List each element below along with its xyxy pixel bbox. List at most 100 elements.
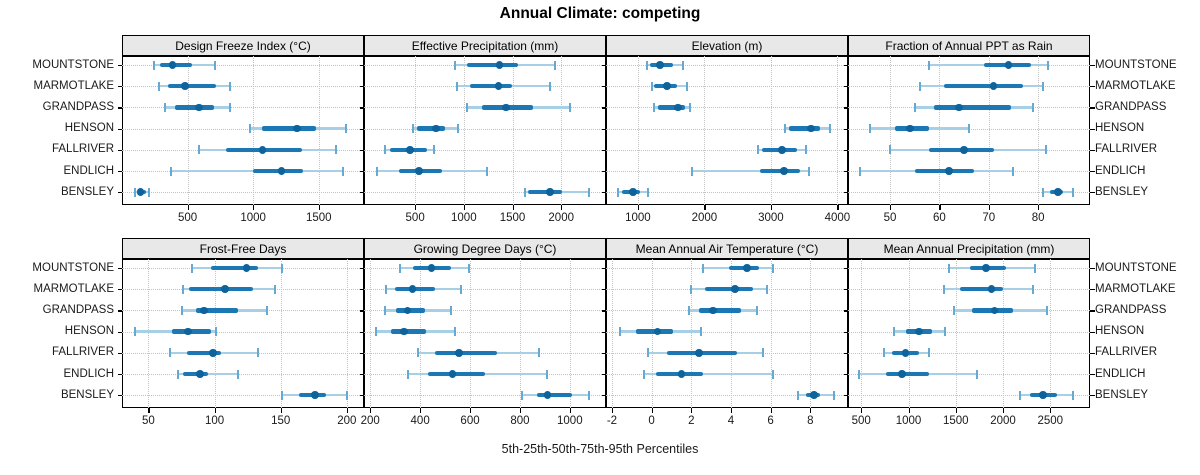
tick-gridline <box>318 56 320 205</box>
row-gridline <box>364 310 606 312</box>
median-dot <box>403 306 412 315</box>
whisker-cap-5th <box>521 390 524 400</box>
panel-strip: Effective Precipitation (mm) <box>364 35 606 56</box>
tick-gridline <box>861 259 863 408</box>
strip-label: Mean Annual Precipitation (mm) <box>883 241 1055 256</box>
station-label-right: ENDLICH <box>1095 367 1146 380</box>
whisker-cap-95th <box>344 124 347 134</box>
whisker-cap-95th <box>588 187 591 197</box>
x-tick-label: 1500 <box>499 211 526 224</box>
station-label-left: GRANDPASS <box>42 100 114 113</box>
row-gridline <box>122 331 364 333</box>
y-tick <box>359 268 364 270</box>
station-label-left: BENSLEY <box>60 388 114 401</box>
whisker-cap-5th <box>869 124 872 134</box>
y-tick <box>359 395 364 397</box>
bar-25th-75th <box>944 83 1024 89</box>
whisker-cap-95th <box>828 124 831 134</box>
x-tick <box>561 205 563 210</box>
whisker-cap-95th <box>467 263 470 273</box>
y-tick <box>843 395 848 397</box>
bar-25th-75th <box>960 286 1004 292</box>
median-dot <box>1004 61 1013 69</box>
row-gridline <box>364 192 606 194</box>
y-tick <box>117 128 122 130</box>
whisker-cap-5th <box>406 369 409 379</box>
bar-25th-75th <box>467 62 519 68</box>
tick-gridline <box>187 56 189 205</box>
row-gridline <box>122 107 364 109</box>
median-dot <box>136 188 145 196</box>
whisker-cap-95th <box>568 102 571 112</box>
x-tick <box>370 408 372 413</box>
median-dot <box>743 264 751 272</box>
median-dot <box>181 82 189 90</box>
median-dot <box>677 370 686 378</box>
panel-strip: Frost-Free Days <box>122 238 364 259</box>
x-tick <box>1038 205 1040 210</box>
whisker-cap-5th <box>384 305 387 315</box>
tick-gridline <box>770 56 772 205</box>
median-dot <box>945 167 954 175</box>
x-tick-label: 600 <box>460 414 480 427</box>
bar-25th-75th <box>788 126 820 131</box>
strip-label: Frost-Free Days <box>199 241 287 256</box>
x-tick <box>861 408 863 413</box>
whisker-cap-5th <box>688 305 691 315</box>
whisker-cap-95th <box>771 263 774 273</box>
x-tick <box>770 408 772 413</box>
station-label-left: ENDLICH <box>63 367 114 380</box>
median-dot <box>432 124 440 133</box>
x-tick-label: 6 <box>767 414 774 427</box>
y-tick <box>117 268 122 270</box>
y-tick <box>359 374 364 376</box>
bar-25th-75th <box>417 126 446 131</box>
whisker-cap-5th <box>454 60 457 70</box>
whisker-cap-95th <box>976 369 979 379</box>
bar-25th-75th <box>759 168 800 174</box>
whisker-cap-5th <box>181 284 184 294</box>
y-tick <box>117 331 122 333</box>
whisker-cap-5th <box>176 369 179 379</box>
tick-gridline <box>939 56 941 205</box>
whisker-cap-5th <box>952 305 955 315</box>
median-dot <box>695 349 704 357</box>
x-tick-label: 1500 <box>305 211 332 224</box>
tick-gridline <box>637 56 639 205</box>
y-tick <box>117 374 122 376</box>
y-tick <box>1090 107 1095 109</box>
whisker-cap-5th <box>197 145 200 155</box>
y-tick <box>359 171 364 173</box>
median-dot <box>242 264 251 272</box>
y-tick <box>601 374 606 376</box>
row-gridline <box>364 331 606 333</box>
whisker-cap-5th <box>383 145 386 155</box>
bar-25th-75th <box>210 265 259 271</box>
median-dot <box>415 167 423 175</box>
x-tick-label: 1000 <box>240 211 266 224</box>
whisker-cap-95th <box>1047 60 1050 70</box>
median-dot <box>990 306 999 315</box>
whisker-cap-95th <box>1042 81 1045 91</box>
station-label-left: MARMOTLAKE <box>33 79 114 92</box>
x-tick-label: 500 <box>405 211 425 224</box>
median-dot <box>455 349 463 357</box>
station-label-left: HENSON <box>64 325 114 338</box>
x-tick <box>810 408 812 413</box>
whisker-cap-95th <box>1032 102 1035 112</box>
y-tick <box>117 65 122 67</box>
y-tick <box>843 289 848 291</box>
whisker-cap-5th <box>157 81 160 91</box>
tick-gridline <box>988 56 990 205</box>
x-tick <box>889 205 892 210</box>
median-dot <box>955 103 963 112</box>
y-tick <box>843 331 848 333</box>
whisker-cap-5th <box>652 102 655 112</box>
y-tick <box>117 289 122 291</box>
whisker-cap-5th <box>690 166 693 176</box>
x-tick-label: 800 <box>510 414 530 427</box>
y-tick <box>359 352 364 354</box>
x-tick <box>730 408 733 413</box>
tick-gridline <box>148 259 150 408</box>
whisker-cap-5th <box>650 81 653 91</box>
